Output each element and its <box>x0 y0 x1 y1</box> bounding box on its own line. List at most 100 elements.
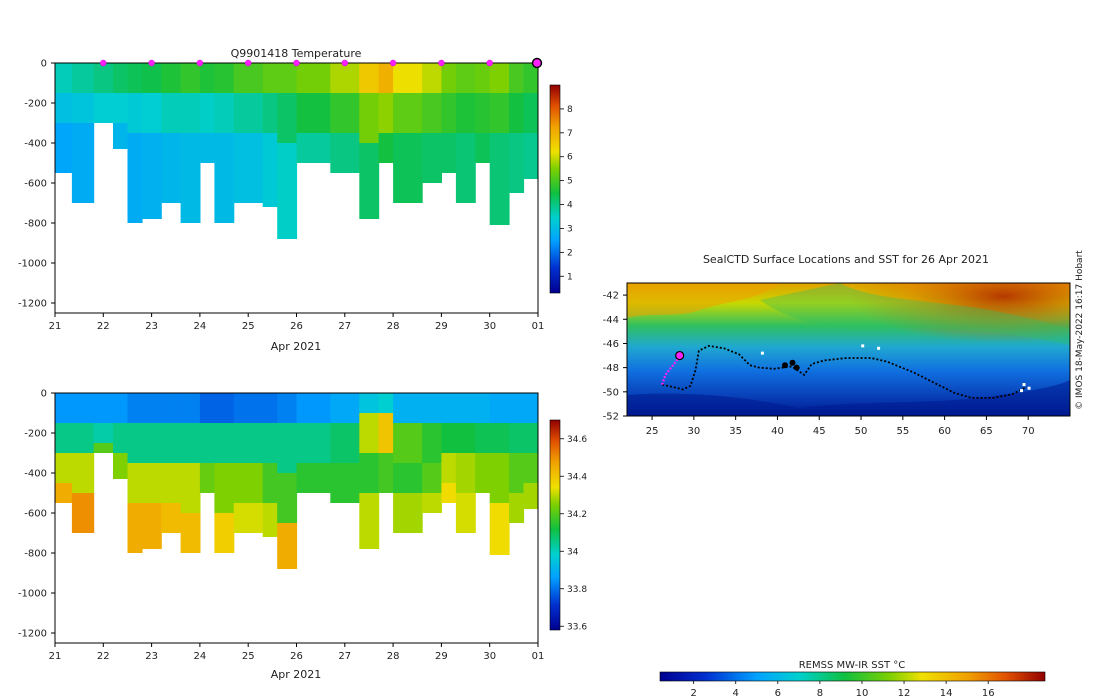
bot-profile-cell <box>441 483 457 503</box>
top-profile-cell <box>359 63 380 93</box>
top-colorbar-tick-label: 1 <box>567 272 573 282</box>
top-y-tick-label: -1200 <box>18 299 47 310</box>
salinity-colorbar-ticks: 33.6 33.8 34 34.2 34.4 34.6 <box>560 435 587 632</box>
top-profile-cell <box>93 63 114 93</box>
bot-x-tick-label: 21 <box>49 651 62 662</box>
seal-dive-cluster-point <box>789 359 796 366</box>
top-colorbar-tick-label: 8 <box>567 105 573 115</box>
sst-map-x-tick-label: 25 <box>646 426 659 437</box>
bot-profile-cell <box>141 463 162 503</box>
bot-x-tick-label: 28 <box>387 651 400 662</box>
sst-map-x-axis: 25 30 35 40 45 50 55 60 65 70 <box>646 416 1035 437</box>
bot-profile-cell <box>214 423 235 463</box>
bot-profile-cell <box>523 423 538 453</box>
sst-colorbar-ticks: 2 4 6 8 10 12 14 16 <box>690 681 995 699</box>
bot-x-tick-label: 25 <box>242 651 255 662</box>
bot-profile-cell <box>422 463 442 493</box>
sst-map-x-tick-label: 65 <box>980 426 993 437</box>
bot-profile-cell <box>141 393 162 423</box>
sst-colorbar-label: REMSS MW-IR SST °C <box>799 660 906 671</box>
top-profile-cell <box>199 93 215 133</box>
temperature-y-axis: 0 -200 -400 -600 -800 -1000 -1200 <box>18 59 55 310</box>
sst-map-frame <box>626 282 1071 417</box>
bot-profile-cell <box>359 393 380 413</box>
top-colorbar-tick-label: 7 <box>567 129 573 139</box>
temperature-x-axis: 21 22 23 24 25 26 27 28 29 30 01 <box>49 313 544 332</box>
sst-map-x-tick-label: 60 <box>938 426 951 437</box>
bot-profile-cell <box>262 423 278 463</box>
bot-profile-cell <box>523 453 538 483</box>
sst-colorbar-tick-label: 4 <box>733 688 739 699</box>
bot-profile-cell <box>127 503 143 553</box>
bot-profile-cell <box>93 393 114 423</box>
bot-profile-cell <box>455 453 476 493</box>
top-profile-cell <box>55 123 73 173</box>
top-profile-cell <box>180 63 201 93</box>
bot-x-tick-label: 26 <box>290 651 303 662</box>
top-profile-cell <box>55 63 73 93</box>
bot-profile-cell <box>161 463 182 503</box>
surface-marker <box>100 59 107 67</box>
sst-map-y-tick-label: -50 <box>603 387 619 398</box>
bot-profile-cell <box>475 393 491 423</box>
bot-profile-cell <box>359 493 380 549</box>
bot-profile-cell <box>113 453 129 479</box>
bot-profile-cell <box>393 393 423 423</box>
bot-profile-cell <box>93 443 114 453</box>
bot-profile-cell <box>199 393 215 423</box>
seal-current-position-marker <box>675 350 685 361</box>
bot-profile-cell <box>441 423 457 453</box>
top-colorbar-tick-label: 4 <box>567 201 573 211</box>
top-profile-cell <box>489 93 510 133</box>
temperature-x-axis-label: Apr 2021 <box>271 340 322 353</box>
bot-colorbar-tick-label: 33.8 <box>567 585 587 595</box>
top-profile-cell <box>127 63 143 93</box>
top-profile-cell <box>296 133 331 163</box>
bot-profile-cell <box>378 393 394 413</box>
bot-profile-cell <box>489 423 510 453</box>
bot-y-tick-label: -1000 <box>18 589 47 600</box>
top-profile-cell <box>330 63 360 93</box>
temperature-colorbar-ticks: 1 2 3 4 5 6 7 8 <box>560 105 573 282</box>
bot-profile-cell <box>127 463 143 503</box>
bot-profile-cell <box>296 423 331 463</box>
bot-profile-cell <box>214 513 235 553</box>
bot-profile-cell <box>214 463 235 513</box>
top-y-tick-label: -400 <box>24 139 47 150</box>
bot-profile-cell <box>141 503 162 549</box>
bot-profile-cell <box>233 463 264 503</box>
top-profile-cell <box>296 63 331 93</box>
bot-y-tick-label: -800 <box>24 549 47 560</box>
top-profile-cell <box>330 93 360 133</box>
bot-profile-cell <box>296 393 331 423</box>
sst-map-y-tick-label: -48 <box>603 363 619 374</box>
bot-profile-cell <box>489 393 510 423</box>
top-y-tick-label: 0 <box>41 59 47 70</box>
bot-profile-cell <box>489 453 510 503</box>
top-profile-cell <box>233 63 264 93</box>
bot-x-tick-label: 01 <box>532 651 545 662</box>
top-profile-cell <box>393 133 423 203</box>
map-land-speck <box>1027 386 1031 390</box>
surface-marker <box>244 59 252 67</box>
bot-profile-cell <box>523 483 538 509</box>
top-profile-cell <box>214 93 235 133</box>
sst-colorbar-tick-label: 12 <box>898 688 911 699</box>
bot-profile-cell <box>277 393 298 423</box>
top-profile-cell <box>180 93 201 133</box>
sst-colorbar-tick-label: 8 <box>817 688 823 699</box>
map-land-speck <box>760 351 764 355</box>
top-colorbar-tick-label: 2 <box>567 248 573 258</box>
sst-map-x-tick-label: 30 <box>688 426 701 437</box>
bot-profile-cell <box>455 423 476 453</box>
sst-cold-region-south <box>627 380 1070 416</box>
seal-track-path <box>661 344 1027 399</box>
surface-marker <box>486 59 493 67</box>
bot-profile-cell <box>199 423 215 463</box>
top-profile-cell <box>455 93 476 133</box>
top-profile-cell <box>277 63 298 93</box>
temperature-surface-markers <box>100 57 543 69</box>
top-profile-cell <box>378 63 394 93</box>
current-profile-marker <box>531 57 543 69</box>
bot-profile-cell <box>455 493 476 533</box>
